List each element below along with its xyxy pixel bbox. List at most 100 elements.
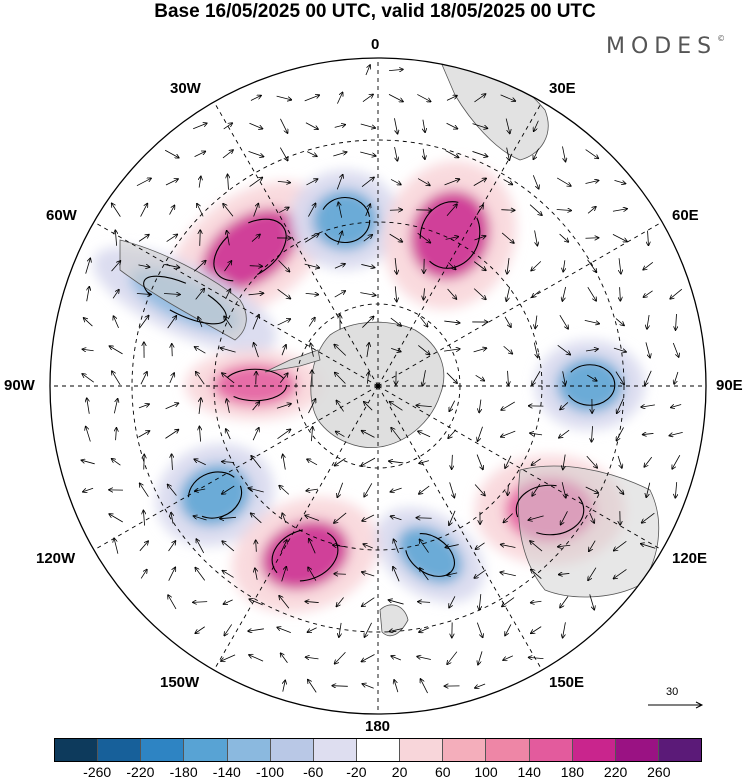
lon-label-150w: 150W xyxy=(160,674,200,691)
meridian-line xyxy=(377,385,543,671)
wind-vector xyxy=(416,405,432,406)
colorbar-swatch xyxy=(486,739,530,761)
wind-vector xyxy=(224,624,233,635)
colorbar-tick-label: 180 xyxy=(560,764,585,780)
map-title: Base 16/05/2025 00 UTC, valid 18/05/2025… xyxy=(154,1,596,22)
wind-vector xyxy=(276,404,291,409)
wind-vector xyxy=(223,123,233,130)
contour-line xyxy=(564,364,616,406)
wind-vector xyxy=(306,179,317,186)
wind-vector xyxy=(447,573,458,575)
colorbar-swatch xyxy=(98,739,142,761)
colorbar-tick-label: -180 xyxy=(169,764,198,780)
south-america xyxy=(119,239,247,341)
wind-vector xyxy=(557,345,571,354)
wind-vector xyxy=(446,204,457,217)
wind-vector xyxy=(612,234,627,241)
wind-vector xyxy=(446,372,457,383)
wind-vector xyxy=(642,512,655,523)
wind-vector xyxy=(111,261,121,272)
colorbar-ticks: -260 -220 -180 -140 -100 -60 -20 20 60 100 140 180 2… xyxy=(0,764,750,782)
wind-vector xyxy=(473,288,486,300)
wind-vector xyxy=(281,653,288,664)
wind-vector xyxy=(473,261,486,271)
wind-vector xyxy=(534,120,539,131)
wind-vector xyxy=(281,345,286,356)
wind-vector xyxy=(394,680,399,693)
wind-vector xyxy=(559,573,570,574)
meridian-line xyxy=(377,385,663,551)
wind-vector xyxy=(112,371,121,386)
wind-vector xyxy=(472,123,488,129)
wind-vector xyxy=(109,514,123,523)
wind-vector xyxy=(279,373,288,384)
latitude-circle xyxy=(131,139,625,633)
wind-vector xyxy=(139,316,148,329)
wind-vector xyxy=(393,567,400,582)
wind-vector xyxy=(643,261,654,269)
lon-label-60e: 60E xyxy=(672,207,699,224)
antarctic-peninsula xyxy=(264,349,321,373)
wind-vector xyxy=(113,316,119,329)
wind-vector xyxy=(504,316,511,327)
wind-vector xyxy=(585,349,598,351)
wind-vector xyxy=(530,541,543,552)
wind-vector xyxy=(112,290,119,299)
brand-mark: © xyxy=(717,34,726,43)
wind-vector xyxy=(419,461,430,464)
wind-vector xyxy=(612,209,627,212)
colorbar-swatch xyxy=(615,739,659,761)
wind-vector xyxy=(391,516,402,521)
wind-vector xyxy=(473,348,487,353)
wind-vector xyxy=(82,349,94,351)
wind-vector xyxy=(338,202,343,218)
wind-vector xyxy=(276,95,292,100)
colorbar-tick-label: -260 xyxy=(83,764,112,780)
wind-vector xyxy=(449,482,455,497)
wind-vector xyxy=(249,177,263,187)
wind-vector xyxy=(500,572,516,577)
wind-vector xyxy=(503,513,513,523)
wind-vector xyxy=(614,569,627,578)
wind-vector xyxy=(646,482,651,498)
wind-vector xyxy=(585,149,599,159)
wind-vector xyxy=(306,489,318,491)
wind-vector xyxy=(446,122,458,129)
wind-vector xyxy=(223,599,233,604)
wind-vector xyxy=(445,544,459,548)
contour-line xyxy=(515,484,585,536)
reference-vector-label: 30 xyxy=(666,686,679,698)
wind-vector xyxy=(306,151,317,157)
wind-vector xyxy=(531,458,541,465)
wind-vector xyxy=(507,147,510,161)
wind-vector xyxy=(362,597,375,607)
wind-vector xyxy=(337,92,342,104)
wind-vector xyxy=(360,123,375,128)
wind-vector xyxy=(533,342,537,358)
wind-vector xyxy=(474,484,485,495)
graticule xyxy=(50,58,706,714)
wind-vector xyxy=(419,627,430,632)
wind-vector xyxy=(87,398,90,414)
wind-vector xyxy=(676,313,677,330)
reference-vector: 30 xyxy=(646,686,706,710)
wind-vector xyxy=(423,119,425,133)
wind-vector xyxy=(362,572,375,577)
colorbar-tick-label: -20 xyxy=(346,764,367,780)
wind-vector xyxy=(502,597,515,607)
wind-vector xyxy=(389,210,402,211)
brand-text: MODES xyxy=(606,34,718,59)
wind-vector xyxy=(248,488,264,493)
wind-vector xyxy=(390,179,401,184)
wind-vector xyxy=(418,602,431,603)
wind-vector xyxy=(168,541,176,552)
wind-vector xyxy=(501,210,514,211)
wind-vector xyxy=(168,567,176,581)
wind-vector xyxy=(420,568,429,581)
meridian-line xyxy=(213,385,379,671)
wind-vector xyxy=(140,372,147,385)
wind-vector xyxy=(361,654,375,661)
colorbar-swatch xyxy=(227,739,271,761)
wind-vector xyxy=(503,179,513,184)
wind-vector xyxy=(222,150,233,159)
